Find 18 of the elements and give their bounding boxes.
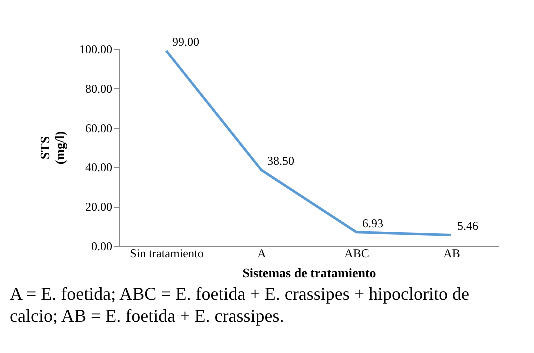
y-axis-title: STS (mg/l) [38,131,68,165]
y-tick-label: 80.00 [86,82,112,96]
y-tick-label: 40.00 [86,160,112,175]
text: 38.50 [268,154,294,168]
x-tick-label: ABC [344,246,370,260]
line-series [165,50,453,236]
text: 99.00 [172,34,200,49]
text: 6.93 [362,216,384,230]
x-axis-title: Sistemas de tratamiento [242,266,376,280]
y-tick-label: 60.00 [86,121,112,136]
text: A = E. foetida; ABC = E. foetida + E. crassipes + hipoclorito de calcio; AB = E. foetida + E. crassipes. [10,283,471,327]
x-tick-label: A [258,246,267,260]
x-tick-label: Sin tratamiento [130,246,204,260]
y-tick-label: 100.00 [80,42,112,56]
text: 5.46 [458,219,478,234]
y-tick-label: 20.00 [86,200,112,214]
x-tick-label: AB [444,246,460,260]
y-tick-label: 0.00 [92,240,112,254]
